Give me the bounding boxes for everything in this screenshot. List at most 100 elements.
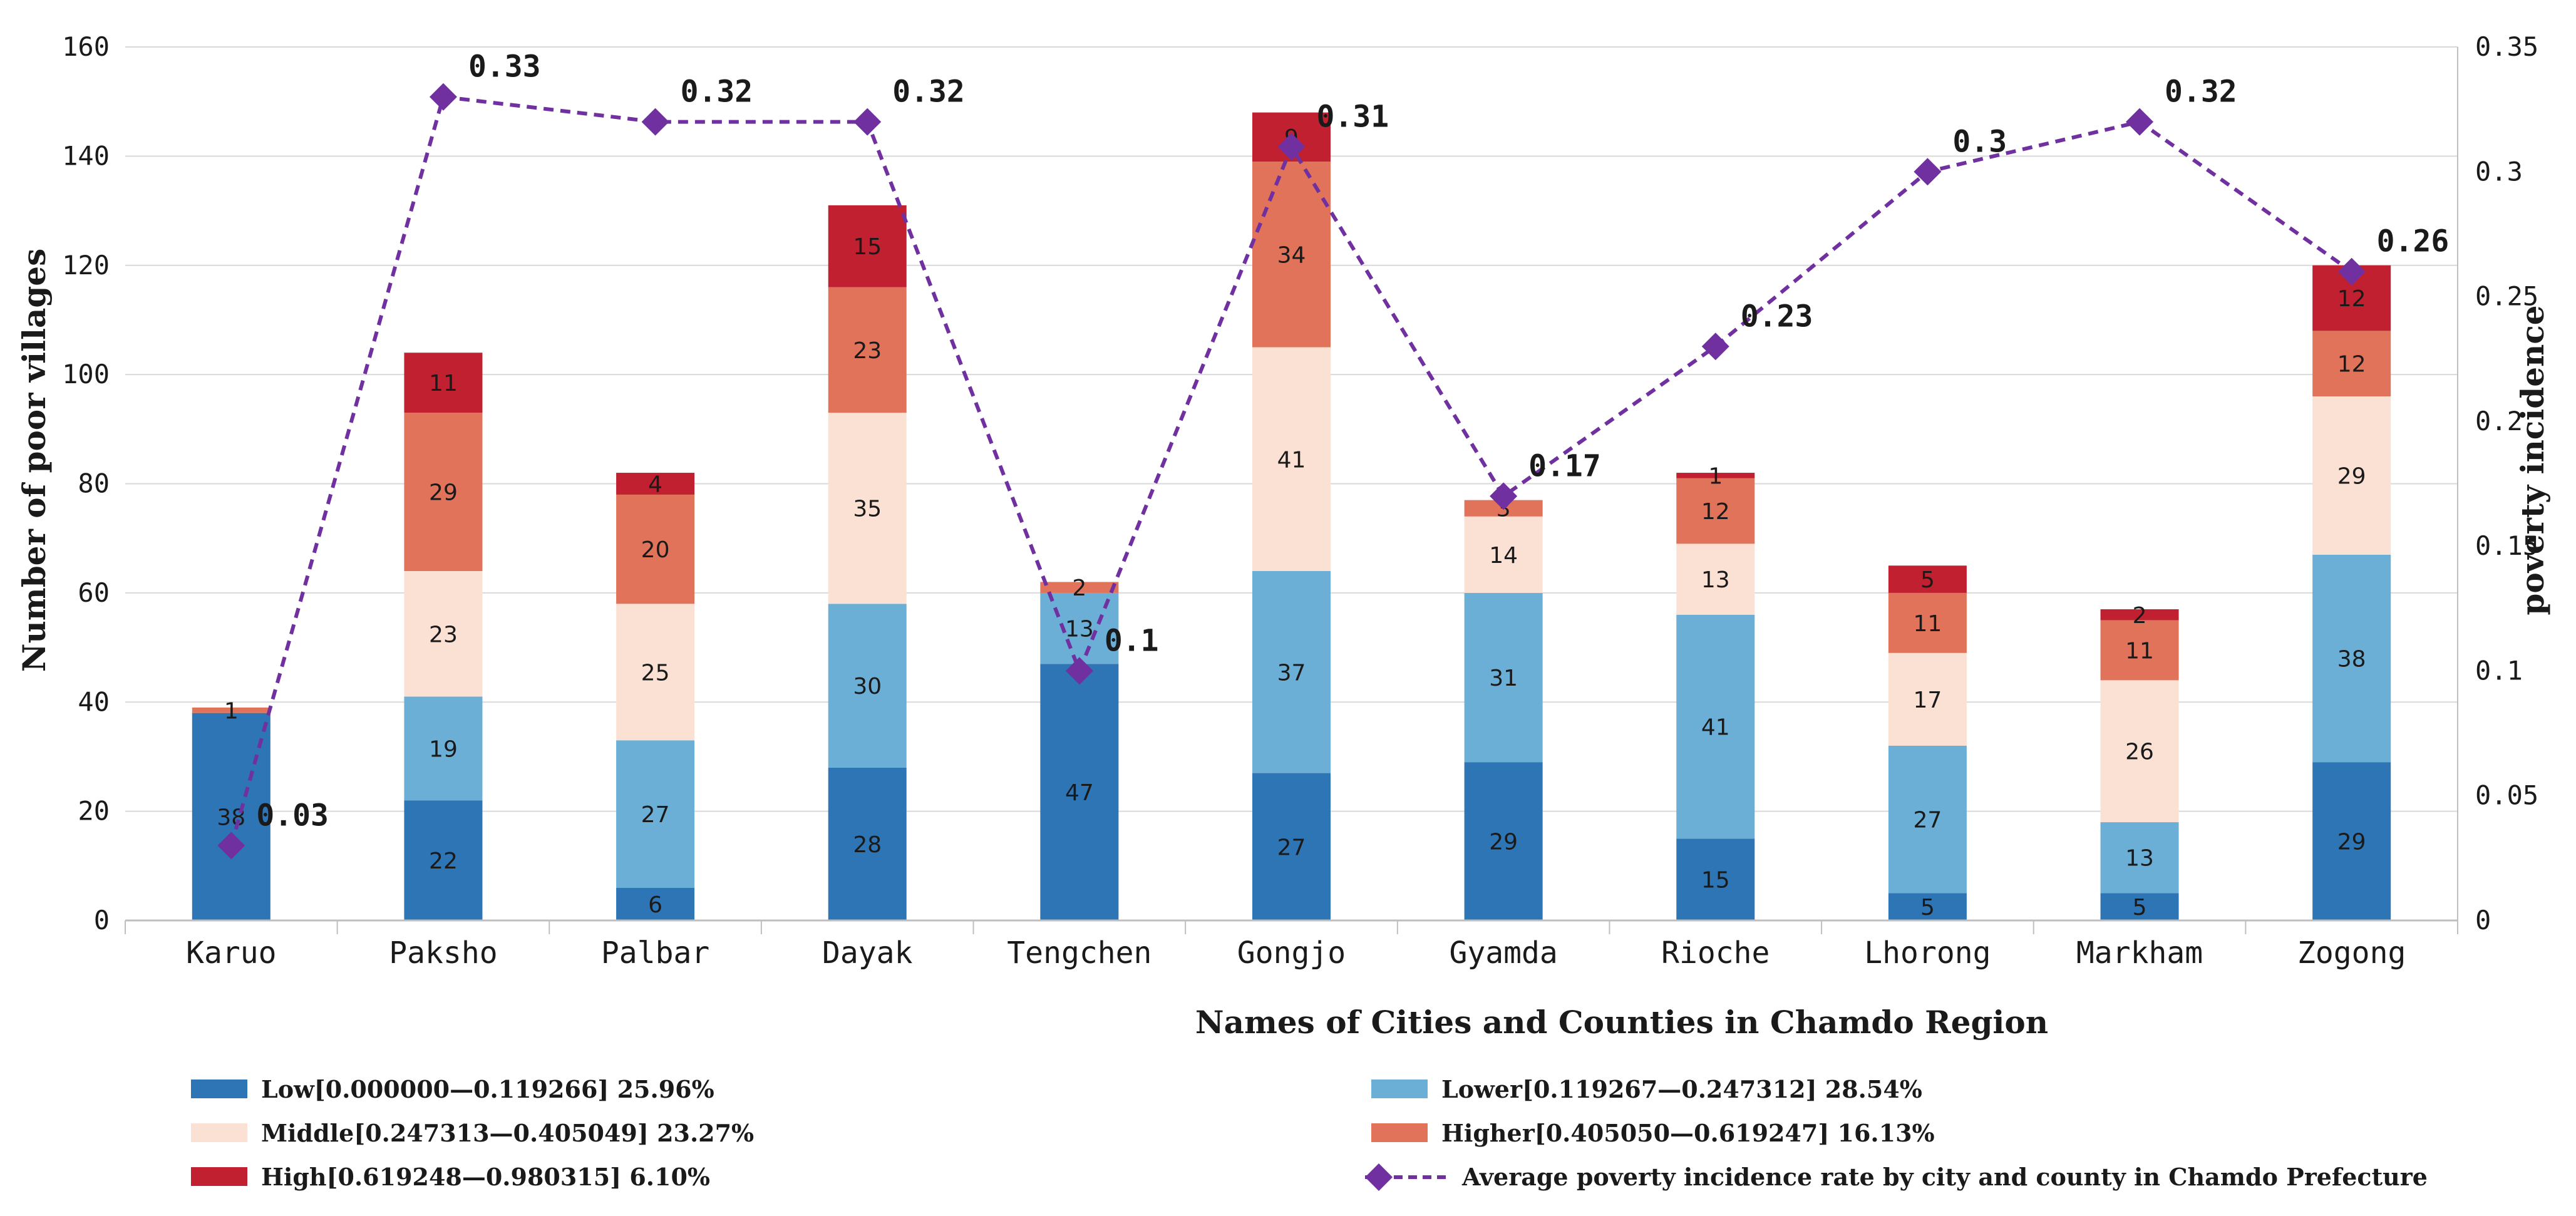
bar-segment <box>616 604 695 741</box>
bar-value-label: 35 <box>853 497 882 522</box>
bar-value-label: 34 <box>1277 242 1306 268</box>
category-label: Karuo <box>186 935 277 971</box>
poverty-point-marker <box>1701 332 1729 361</box>
bar-value-label: 23 <box>853 338 882 364</box>
bar-value-label: 47 <box>1065 780 1094 806</box>
bar-segment <box>828 205 907 287</box>
poverty-point-marker <box>853 108 882 136</box>
bar-value-label: 38 <box>2337 647 2366 672</box>
poverty-point-label: 0.03 <box>256 798 329 833</box>
bar-value-label: 20 <box>641 537 670 563</box>
bar-segment <box>1464 516 1543 593</box>
poverty-point-label: 0.17 <box>1528 448 1601 483</box>
bar-segment <box>1888 565 1967 593</box>
bar-value-label: 2 <box>2133 603 2147 629</box>
bar-segment <box>2100 893 2179 920</box>
bar-value-label: 25 <box>641 660 670 686</box>
bar-segment <box>1888 652 1967 746</box>
category-label: Markham <box>2076 935 2203 971</box>
category-label: Tengchen <box>1007 935 1151 971</box>
bar-segment <box>2312 396 2391 555</box>
legend-swatch <box>1371 1079 1428 1098</box>
bar-value-label: 14 <box>1489 543 1518 569</box>
y2-tick-label: 0 <box>2475 905 2491 935</box>
bar-value-label: 13 <box>2125 846 2154 872</box>
bar-segment <box>828 604 907 768</box>
bar-value-label: 19 <box>429 736 458 762</box>
legend-label: High[0.619248—0.980315] 6.10% <box>261 1163 710 1191</box>
bars: 3812219232911627252042830352315471322737… <box>192 112 2391 920</box>
y-tick-label: 60 <box>78 577 110 608</box>
bar-value-label: 6 <box>648 892 662 918</box>
bar-segment <box>1676 544 1755 615</box>
poverty-point-label: 0.1 <box>1105 623 1159 658</box>
bar-segment <box>2100 609 2179 621</box>
bar-value-label: 12 <box>1701 499 1730 525</box>
y-tick-label: 40 <box>78 686 110 717</box>
bar-segment <box>404 696 483 801</box>
poverty-point-marker <box>1065 657 1093 685</box>
bar-segment <box>616 494 695 604</box>
x-axis-title: Names of Cities and Counties in Chamdo R… <box>1195 1004 2048 1041</box>
y-tick-label: 20 <box>78 796 110 827</box>
bar-value-label: 31 <box>1489 666 1518 691</box>
bar-segment <box>404 413 483 571</box>
bar-segment <box>2100 620 2179 681</box>
poverty-point-marker <box>429 83 457 111</box>
bar-segment <box>828 287 907 413</box>
bar-segment <box>404 353 483 413</box>
bar-value-label: 29 <box>1489 830 1518 855</box>
poverty-point-label: 0.33 <box>468 49 541 85</box>
bar-segment <box>404 571 483 697</box>
poverty-point-marker <box>2126 108 2154 136</box>
bar-value-label: 27 <box>1914 808 1942 833</box>
poverty-point-marker <box>641 108 669 136</box>
bar-value-label: 4 <box>648 472 662 498</box>
poverty-point-label: 0.3 <box>1952 124 2007 159</box>
bar-value-label: 1 <box>1708 463 1723 489</box>
y-tick-label: 80 <box>78 468 110 499</box>
bar-value-label: 11 <box>2125 638 2154 664</box>
bar-value-label: 11 <box>1914 611 1942 637</box>
bar-segment <box>2100 680 2179 823</box>
bar-segment <box>1252 571 1331 773</box>
bar-segment <box>1464 762 1543 920</box>
bar-value-label: 15 <box>1701 868 1730 894</box>
y-axis-title: Number of poor villages <box>16 249 53 672</box>
bar-value-label: 13 <box>1701 567 1730 593</box>
category-label: Gyamda <box>1449 935 1557 971</box>
bar-segment <box>1252 773 1331 920</box>
bar-segment <box>828 413 907 604</box>
y2-tick-label: 0.25 <box>2475 281 2538 312</box>
bar-segment <box>192 713 270 920</box>
bar-segment <box>1040 664 1119 920</box>
poverty-point-label: 0.26 <box>2377 224 2450 259</box>
bar-value-label: 2 <box>1072 575 1086 601</box>
bar-segment <box>1676 473 1755 478</box>
legend-label: Lower[0.119267—0.247312] 28.54% <box>1441 1075 1922 1103</box>
bar-value-label: 29 <box>2337 830 2366 855</box>
bar-segment <box>192 707 270 713</box>
legend-marker <box>1365 1163 1393 1191</box>
y2-tick-label: 0.1 <box>2475 655 2523 686</box>
bar-segment <box>616 887 695 920</box>
bar-value-label: 12 <box>2337 286 2366 312</box>
bar-segment <box>1676 838 1755 920</box>
legend-label: Higher[0.405050—0.619247] 16.13% <box>1441 1119 1935 1147</box>
legend-swatch <box>191 1167 247 1186</box>
bar-segment <box>828 767 907 920</box>
y-tick-label: 0 <box>94 905 110 935</box>
y-tick-label: 120 <box>62 250 110 281</box>
bar-segment <box>1888 893 1967 920</box>
bar-value-label: 5 <box>1920 895 1935 920</box>
bar-value-label: 29 <box>2337 463 2366 489</box>
bar-segment <box>2312 762 2391 920</box>
category-label: Rioche <box>1661 935 1770 971</box>
category-label: Dayak <box>822 935 913 971</box>
y2-tick-label: 0.2 <box>2475 406 2523 436</box>
y-tick-label: 160 <box>62 31 110 62</box>
bar-value-label: 27 <box>1277 835 1306 860</box>
category-label: Palbar <box>601 935 709 971</box>
bar-segment <box>616 473 695 495</box>
